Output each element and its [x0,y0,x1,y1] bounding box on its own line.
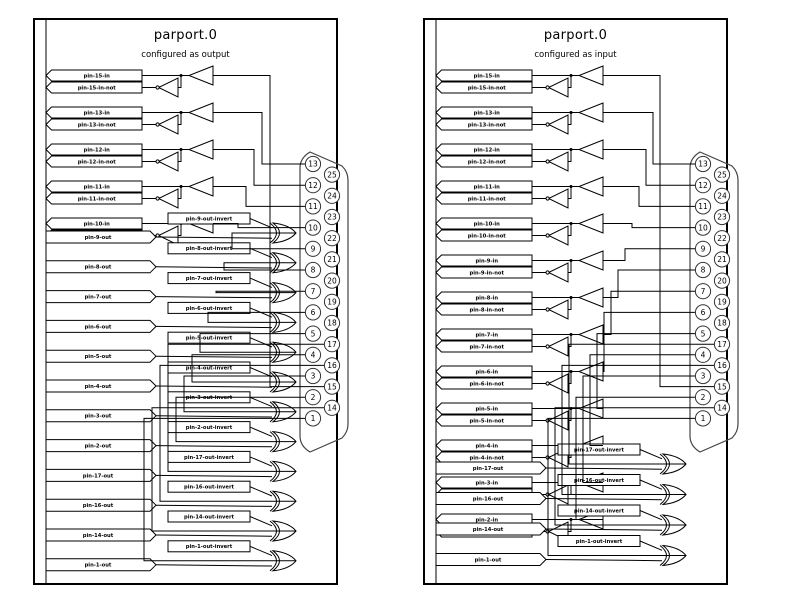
panel-parport-output: parport.0 configured as output [33,18,338,585]
panel-input-subtitle: configured as input [534,50,617,60]
panel-parport-input: parport.0 configured as input [423,18,728,585]
panel-output-subtitle: configured as output [141,50,230,60]
panel-output-title: parport.0 [153,28,218,43]
panel-input-title: parport.0 [543,28,608,43]
